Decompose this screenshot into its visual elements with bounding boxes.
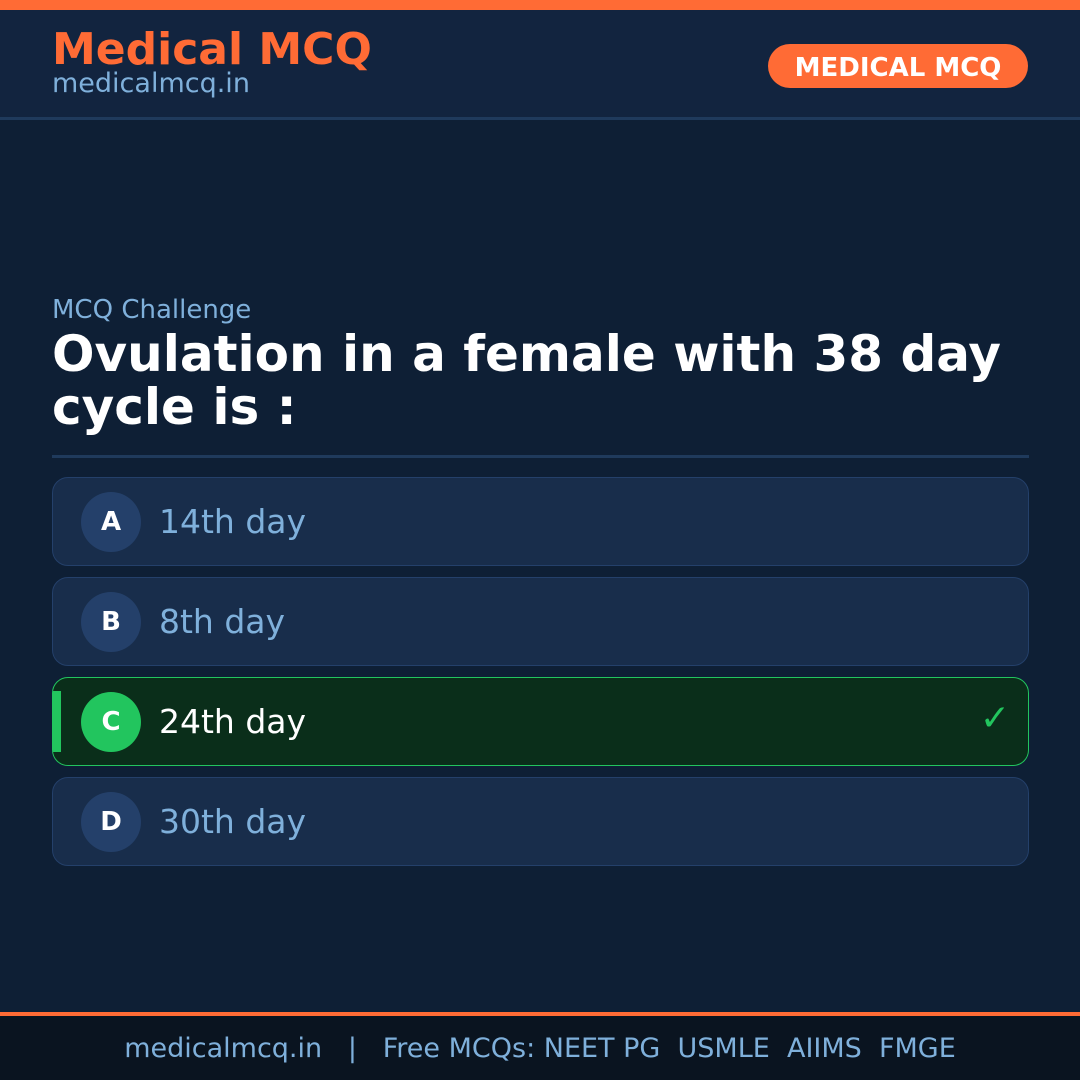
divider <box>52 455 1029 458</box>
section-label: MCQ Challenge <box>52 295 252 325</box>
option-b[interactable]: B 8th day <box>52 577 1029 666</box>
correct-indicator-bar <box>53 691 61 752</box>
option-c-correct[interactable]: C 24th day ✓ <box>52 677 1029 766</box>
option-letter: C <box>81 692 141 752</box>
site-url: medicalmcq.in <box>52 68 250 99</box>
option-letter: D <box>81 792 141 852</box>
brand-title: Medical MCQ <box>52 24 372 75</box>
option-text: 8th day <box>159 602 286 641</box>
category-badge: MEDICAL MCQ <box>768 44 1028 88</box>
option-text: 30th day <box>159 802 307 841</box>
option-a[interactable]: A 14th day <box>52 477 1029 566</box>
question-text: Ovulation in a female with 38 day cycle … <box>52 325 1002 436</box>
option-letter: B <box>81 592 141 652</box>
option-d[interactable]: D 30th day <box>52 777 1029 866</box>
option-text: 24th day <box>159 702 307 741</box>
option-letter: A <box>81 492 141 552</box>
option-text: 14th day <box>159 502 307 541</box>
footer: medicalmcq.in | Free MCQs: NEET PG USMLE… <box>0 1012 1080 1080</box>
check-icon: ✓ <box>979 698 1010 739</box>
top-accent-bar <box>0 0 1080 10</box>
header: Medical MCQ medicalmcq.in MEDICAL MCQ <box>0 10 1080 120</box>
